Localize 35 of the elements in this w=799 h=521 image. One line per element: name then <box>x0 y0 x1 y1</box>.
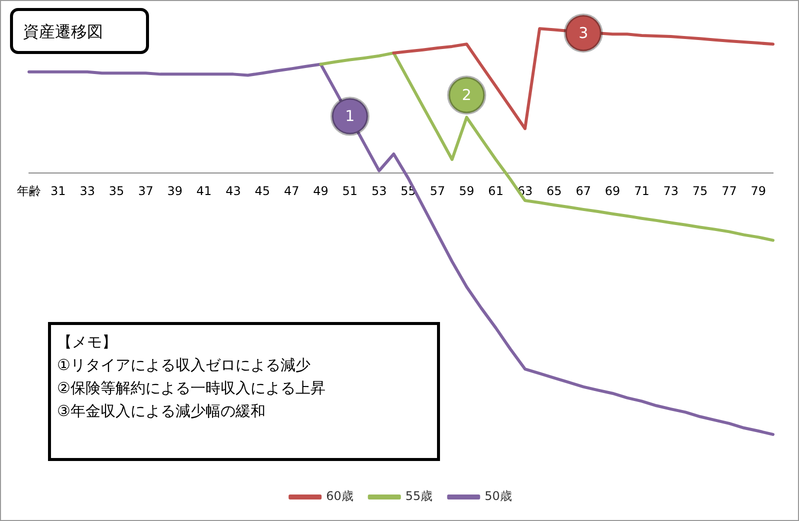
x-tick-label: 47 <box>284 184 300 198</box>
annotation: 3 <box>578 24 588 42</box>
x-tick-label: 61 <box>488 184 504 198</box>
annotation: ③年金収入による減少幅の緩和 <box>57 401 266 422</box>
x-tick-label: 53 <box>371 184 387 198</box>
x-tick-label: 77 <box>722 184 737 198</box>
x-tick-label: 73 <box>663 184 679 198</box>
x-tick-label: 79 <box>750 184 766 198</box>
legend-label: 60歳 <box>326 489 354 504</box>
annotation: 2 <box>462 86 472 104</box>
x-tick-label: 41 <box>196 184 212 198</box>
x-tick-label: 45 <box>254 184 270 198</box>
x-tick-label: 75 <box>692 184 708 198</box>
x-tick-label: 57 <box>430 184 446 198</box>
annotation: 1 <box>345 107 355 126</box>
x-tick-label: 69 <box>604 184 620 198</box>
x-tick-label: 37 <box>138 184 154 198</box>
x-tick-label: 43 <box>226 184 241 198</box>
x-tick-label: 33 <box>80 184 95 198</box>
x-tick-label: 49 <box>313 184 328 198</box>
annotation: ①リタイアによる収入ゼロによる減少 <box>57 355 312 376</box>
x-tick-label: 年齢 <box>17 184 41 198</box>
x-tick-label: 31 <box>50 184 66 198</box>
x-tick-label: 59 <box>459 184 474 198</box>
x-tick-label: 71 <box>634 184 650 198</box>
annotation: 【メモ】 <box>57 332 118 353</box>
x-tick-label: 51 <box>342 184 358 198</box>
x-tick-label: 67 <box>576 184 591 198</box>
x-tick-label: 35 <box>108 184 124 198</box>
chart-title: 資産遷移図 <box>10 8 149 54</box>
x-tick-label: 65 <box>546 184 562 198</box>
legend-label: 55歳 <box>405 489 433 504</box>
x-tick-label: 39 <box>167 184 183 198</box>
annotation: ②保険等解約による一時収入による上昇 <box>57 378 326 399</box>
legend-label: 50歳 <box>484 489 512 504</box>
